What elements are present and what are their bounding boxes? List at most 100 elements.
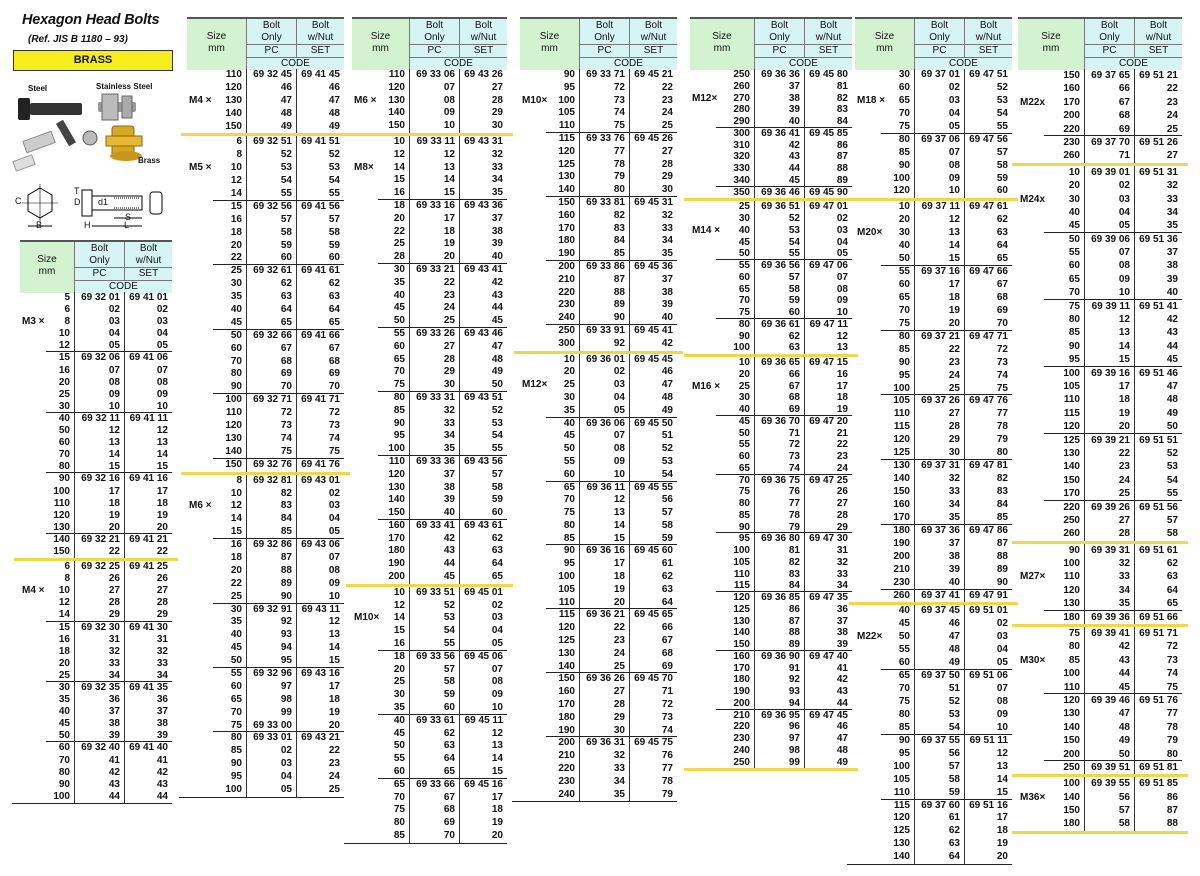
pc-code: 08 [1084, 259, 1134, 273]
pc-code: 44 [1084, 667, 1134, 681]
table-row: 150 10 30 [352, 120, 507, 133]
pc-code: 48 [246, 107, 296, 121]
size-cell: 75 [1018, 300, 1084, 313]
size-cell: 95 [520, 558, 579, 571]
size-cell: 70 [352, 366, 409, 379]
size-value: 80 [230, 368, 242, 380]
pc-code: 81 [754, 545, 804, 557]
set-code: 39 [629, 299, 677, 313]
pc-code: 69 36 26 [579, 673, 629, 687]
pc-code: 36 [74, 694, 124, 707]
set-code: 20 [124, 521, 172, 534]
size-group: 30 69 37 01 69 47 51 60 02 52 M18 × 65 03 53 70 04 5… [855, 69, 1012, 134]
size-cell: 20 [690, 369, 754, 381]
material-banner: BRASS [13, 50, 173, 71]
pc-code: 71 [754, 427, 804, 440]
thread-section: 100 69 39 55 69 51 85 M36× 140 56 86 150 57 87 180… [1018, 777, 1182, 831]
pc-code: 18 [74, 497, 124, 510]
table-row: 160 34 84 [855, 498, 1012, 512]
pc-code: 42 [74, 766, 124, 779]
pc-code: 83 [246, 500, 296, 514]
size-value: 15 [58, 352, 70, 364]
size-value: 40 [738, 404, 750, 415]
set-code: 74 [296, 432, 344, 446]
thread-label: M22x [1020, 96, 1046, 108]
pc-code: 60 [246, 252, 296, 266]
table-row: 65 74 24 [690, 462, 852, 475]
set-code: 02 [124, 304, 172, 317]
size-cell: 150 [1018, 804, 1084, 817]
table-row: 45 94 14 [187, 642, 344, 656]
size-value: 20 [58, 657, 70, 669]
size-label: Size [37, 254, 57, 265]
pc-code: 32 [579, 750, 629, 764]
table-row: 110 18 18 [20, 497, 172, 510]
size-value: 290 [733, 116, 750, 127]
size-value: 120 [388, 81, 405, 93]
set-code: 22 [124, 545, 172, 559]
table-row: 20 88 08 [187, 564, 344, 578]
code-header: CODE [754, 57, 852, 70]
size-value: 110 [53, 497, 70, 509]
size-cell: 90 [187, 381, 246, 394]
size-cell: 110 [187, 69, 246, 82]
size-cell: 190 [855, 538, 914, 551]
set-code: 07 [804, 271, 852, 284]
table-row: 75 69 39 41 69 51 71 [1018, 627, 1182, 641]
table-row: 180 69 39 36 69 51 66 [1018, 610, 1182, 625]
set-code: 18 [804, 392, 852, 404]
table-row: 10 69 36 65 69 47 15 [690, 357, 852, 369]
size-value: 18 [230, 226, 242, 238]
set-code: 69 43 46 [459, 327, 507, 341]
table-row: 18 69 33 16 69 43 36 [352, 199, 507, 213]
set-code: 69 43 41 [459, 263, 507, 277]
pc-code: 09 [914, 172, 964, 186]
size-value: 140 [225, 107, 242, 119]
size-cell: 140 [352, 494, 409, 507]
table-row: 60 57 07 [690, 271, 852, 284]
set-code: 43 [459, 289, 507, 303]
size-cell: 110 [520, 120, 579, 133]
set-code: 69 47 51 [964, 69, 1012, 82]
set-code: 69 41 21 [124, 533, 172, 546]
set-code: 45 [459, 315, 507, 328]
table-row: 12 28 28 [20, 597, 172, 610]
size-cell: 30 [187, 278, 246, 291]
pc-code: 39 [409, 494, 459, 508]
size-cell: 70 [20, 449, 74, 461]
size-cell: 40 [520, 418, 579, 431]
set-code: 48 [804, 744, 852, 757]
size-group: 70 69 36 75 69 47 25 75 76 26 80 77 27 85 78 28 90 79… [690, 474, 852, 534]
set-code: 34 [459, 174, 507, 188]
table-row: 20 08 08 [20, 376, 172, 389]
table-header: Size mm Bolt Only Bolt w/Nut PC SET CODE [352, 17, 507, 70]
set-code: 33 [804, 568, 852, 581]
set-code: 69 41 30 [124, 621, 172, 634]
size-value: 110 [558, 120, 575, 132]
pc-code: 69 32 35 [74, 682, 124, 695]
pc-code: 69 32 01 [74, 292, 124, 305]
size-value: 120 [733, 592, 750, 603]
pc-code: 43 [754, 151, 804, 163]
size-value: 70 [230, 706, 242, 718]
size-value: 240 [558, 788, 575, 800]
set-code: 60 [296, 252, 344, 266]
pc-code: 69 32 86 [246, 539, 296, 552]
size-value: 60 [230, 342, 242, 354]
pc-code: 87 [246, 551, 296, 565]
bolt-only-header: Bolt Only [246, 19, 296, 44]
size-cell: 180 [520, 712, 579, 725]
set-code: 44 [1134, 339, 1182, 354]
size-value: 95 [563, 81, 575, 93]
set-code: 77 [1134, 707, 1182, 721]
set-code: 72 [964, 343, 1012, 357]
table-end-rule [12, 802, 172, 804]
set-code: 46 [629, 366, 677, 380]
table-row: 70 19 69 [855, 304, 1012, 318]
pc-code: 70 [246, 381, 296, 395]
pc-code: 12 [579, 494, 629, 508]
table-row: 260 69 37 41 69 47 91 [855, 589, 1012, 603]
size-value: 200 [1063, 110, 1080, 122]
pc-code: 69 [246, 368, 296, 382]
set-code: 84 [804, 116, 852, 128]
